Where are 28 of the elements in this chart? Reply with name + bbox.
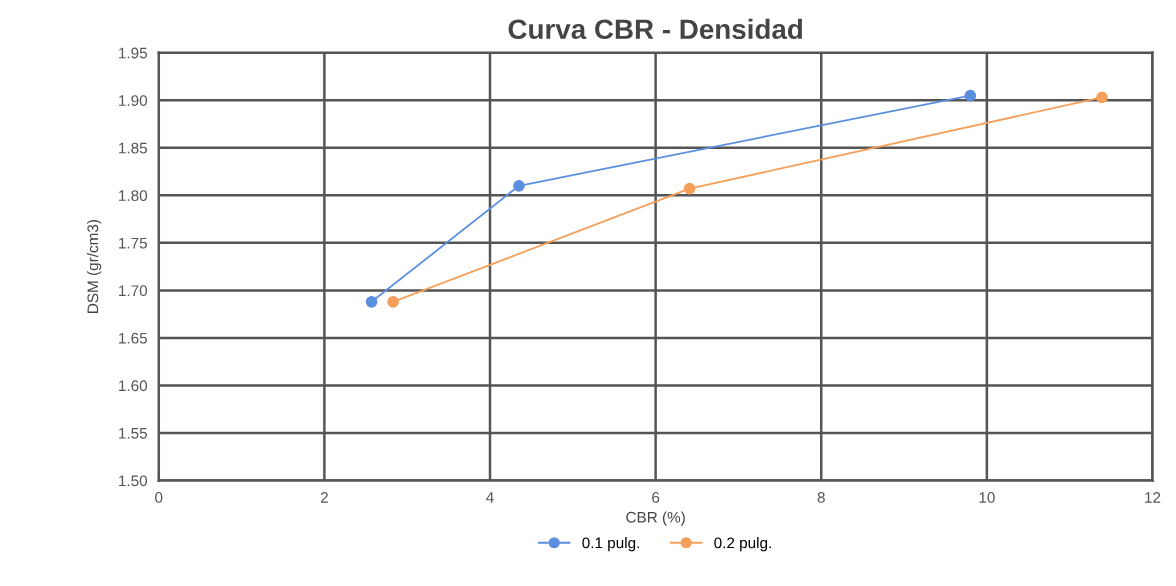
x-tick-label: 4 <box>486 492 494 503</box>
x-tick-label: 10 <box>979 492 995 503</box>
y-tick-label: 1.75 <box>119 237 148 249</box>
x-tick-label: 2 <box>320 492 328 503</box>
point <box>964 89 977 102</box>
y-tick-label: 1.60 <box>119 380 148 392</box>
x-axis-title: CBR (%) <box>626 511 685 526</box>
y-tick-label: 1.65 <box>119 332 148 344</box>
y-tick-label: 1.70 <box>119 285 148 297</box>
chart-title: Curva CBR - Densidad <box>508 18 802 40</box>
legend-label: 0.1 pulg. <box>582 537 639 552</box>
point <box>365 295 378 308</box>
point <box>1096 91 1108 104</box>
legend-label: 0.2 pulg. <box>714 537 771 552</box>
x-tick-label: 8 <box>817 492 825 503</box>
y-axis-title: DSM (gr/cm3) <box>87 220 102 313</box>
y-tick-label: 1.50 <box>119 475 148 487</box>
y-tick-label: 1.85 <box>119 142 148 154</box>
point <box>387 295 399 308</box>
point <box>513 179 525 192</box>
y-tick-label: 1.80 <box>119 190 148 202</box>
y-tick-label: 1.55 <box>119 428 148 439</box>
x-tick-label: 12 <box>1145 492 1161 503</box>
x-tick-label: 0 <box>155 492 163 503</box>
point <box>683 182 696 195</box>
y-tick-label: 1.90 <box>119 95 148 106</box>
x-tick-label: 6 <box>652 492 660 503</box>
y-tick-label: 1.95 <box>119 47 148 59</box>
